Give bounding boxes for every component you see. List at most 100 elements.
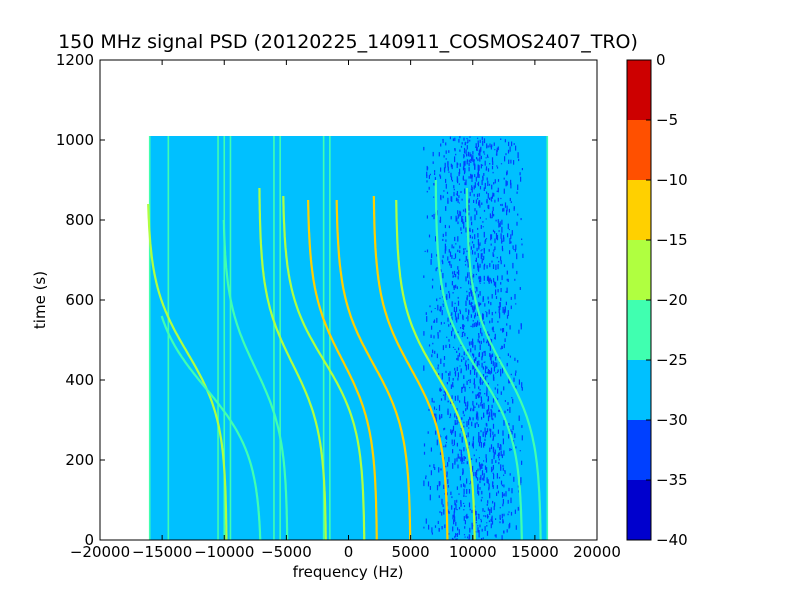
noise-speck	[480, 518, 482, 521]
noise-speck	[436, 353, 438, 359]
noise-speck	[468, 419, 470, 426]
noise-speck	[492, 431, 494, 435]
noise-speck	[451, 244, 453, 249]
noise-speck	[490, 145, 492, 150]
noise-speck	[486, 522, 488, 524]
noise-speck	[429, 173, 431, 176]
noise-speck	[431, 354, 433, 358]
noise-speck	[503, 484, 505, 488]
noise-speck	[455, 198, 458, 202]
noise-speck	[463, 462, 465, 464]
noise-speck	[479, 151, 481, 157]
noise-speck	[466, 137, 468, 140]
noise-speck	[474, 251, 476, 255]
noise-speck	[501, 238, 503, 244]
noise-speck	[450, 314, 452, 316]
noise-speck	[452, 538, 454, 540]
noise-speck	[479, 437, 481, 443]
noise-speck	[472, 365, 474, 370]
noise-speck	[449, 261, 451, 266]
noise-speck	[491, 353, 494, 358]
noise-speck	[482, 313, 484, 320]
noise-speck	[467, 349, 469, 352]
noise-speck	[448, 171, 450, 173]
noise-speck	[463, 534, 466, 536]
noise-speck	[474, 214, 476, 221]
noise-speck	[442, 303, 444, 306]
noise-speck	[468, 538, 470, 540]
noise-speck	[479, 480, 481, 484]
noise-speck	[437, 364, 439, 367]
noise-speck	[479, 148, 481, 153]
noise-speck	[469, 139, 471, 142]
noise-speck	[499, 221, 501, 227]
noise-speck	[442, 139, 444, 141]
noise-speck	[477, 424, 479, 427]
noise-speck	[472, 417, 474, 421]
noise-speck	[426, 174, 428, 179]
noise-speck	[491, 414, 493, 420]
noise-speck	[504, 202, 507, 208]
noise-speck	[512, 398, 514, 404]
noise-speck	[476, 393, 479, 397]
noise-speck	[475, 257, 477, 262]
noise-speck	[476, 470, 478, 476]
noise-speck	[473, 454, 475, 457]
noise-speck	[489, 320, 491, 324]
noise-speck	[481, 253, 483, 258]
noise-speck	[457, 276, 459, 280]
noise-speck	[457, 214, 459, 219]
noise-speck	[481, 463, 483, 469]
noise-speck	[463, 421, 465, 424]
noise-speck	[456, 271, 458, 274]
noise-speck	[485, 166, 488, 171]
noise-speck	[473, 378, 475, 385]
noise-speck	[484, 263, 486, 267]
noise-speck	[486, 154, 489, 158]
noise-speck	[477, 183, 479, 185]
noise-speck	[493, 249, 495, 252]
noise-speck	[457, 453, 459, 459]
noise-speck	[482, 176, 484, 181]
noise-speck	[433, 320, 435, 323]
noise-speck	[458, 493, 460, 495]
noise-speck	[469, 535, 471, 539]
noise-speck	[453, 258, 455, 260]
noise-speck	[481, 528, 483, 532]
noise-speck	[480, 225, 482, 229]
noise-speck	[433, 213, 435, 220]
noise-speck	[467, 261, 469, 268]
noise-speck	[456, 366, 458, 371]
noise-speck	[442, 273, 444, 279]
noise-speck	[451, 430, 453, 432]
noise-speck	[466, 421, 468, 427]
noise-speck	[493, 213, 495, 217]
noise-speck	[514, 433, 516, 438]
noise-speck	[472, 391, 474, 394]
noise-speck	[445, 344, 447, 348]
noise-speck	[483, 255, 485, 259]
noise-speck	[486, 525, 488, 527]
noise-speck	[466, 154, 468, 157]
noise-speck	[447, 410, 449, 415]
noise-speck	[431, 285, 434, 289]
noise-speck	[514, 294, 516, 300]
noise-speck	[442, 345, 444, 351]
noise-speck	[484, 526, 486, 531]
noise-speck	[483, 248, 485, 254]
noise-speck	[467, 516, 469, 519]
noise-speck	[488, 300, 490, 304]
noise-speck	[450, 384, 452, 389]
noise-speck	[474, 182, 476, 188]
noise-speck	[493, 376, 495, 381]
noise-speck	[453, 511, 455, 518]
noise-speck	[487, 180, 489, 186]
noise-speck	[477, 310, 479, 316]
noise-speck	[478, 462, 481, 467]
x-tick-label: 20000	[573, 543, 621, 561]
noise-speck	[432, 151, 434, 157]
noise-speck	[513, 207, 515, 211]
noise-speck	[479, 263, 481, 268]
noise-speck	[445, 465, 447, 468]
colorbar-block	[627, 180, 651, 240]
